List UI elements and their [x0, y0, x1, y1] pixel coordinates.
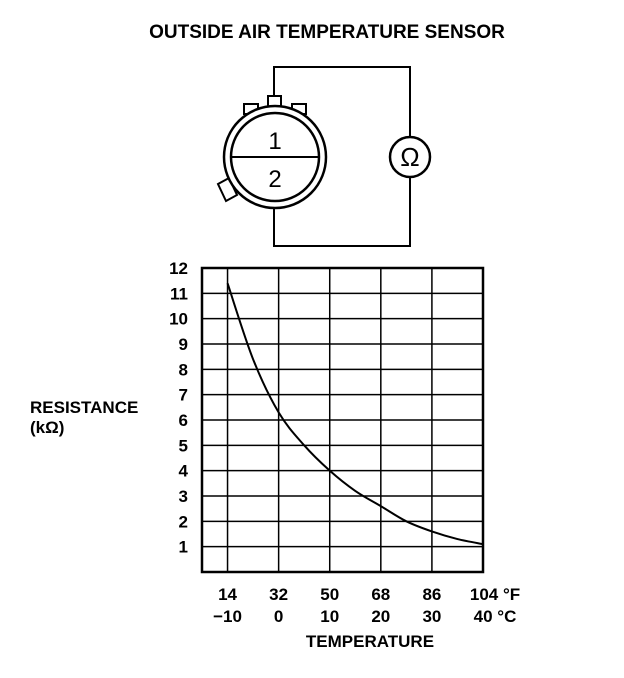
wire [273, 177, 411, 247]
y-tick-label: 12 [169, 259, 188, 278]
y-tick-label: 4 [179, 462, 189, 481]
ohm-symbol: Ω [400, 142, 419, 172]
y-tick-label: 11 [170, 284, 188, 303]
x-tick-label-celsius: 20 [371, 607, 390, 626]
x-tick-label-fahrenheit: 14 [218, 585, 237, 604]
y-tick-label: 6 [179, 411, 188, 430]
y-tick-label: 7 [179, 386, 188, 405]
terminal-1-label: 1 [268, 128, 281, 155]
x-tick-label-celsius: −10 [213, 607, 242, 626]
y-tick-label: 3 [179, 487, 188, 506]
plot-frame [200, 266, 485, 574]
y-tick-label: 5 [179, 436, 188, 455]
x-tick-label-fahrenheit: 86 [422, 585, 441, 604]
x-tick-label-fahrenheit: 68 [371, 585, 390, 604]
x-tick-label-celsius: 40 °C [474, 607, 517, 626]
terminal-2-label: 2 [268, 166, 281, 193]
ohmmeter-icon [388, 135, 432, 179]
y-tick-label: 9 [179, 335, 188, 354]
y-tick-label: 2 [179, 512, 188, 531]
y-tick-label: 8 [179, 360, 188, 379]
resistance-curve [226, 282, 484, 546]
x-tick-labels: 14 −10 32 0 50 10 68 20 86 30 104 °F 40 °C [213, 585, 520, 626]
figure-title: OUTSIDE AIR TEMPERATURE SENSOR [149, 22, 505, 43]
y-axis-label: RESISTANCE [30, 398, 138, 417]
wire [273, 66, 411, 137]
x-tick-label-celsius: 10 [320, 607, 339, 626]
y-tick-labels: 12 11 10 9 8 7 6 5 4 3 2 1 [169, 259, 188, 557]
x-tick-label-fahrenheit: 50 [320, 585, 339, 604]
circuit-diagram [216, 66, 432, 247]
x-tick-label-fahrenheit: 32 [269, 585, 288, 604]
y-tick-label: 1 [179, 538, 188, 557]
y-axis-unit: (kΩ) [30, 418, 64, 437]
chart-grid [202, 268, 483, 572]
x-tick-label-celsius: 30 [422, 607, 441, 626]
x-tick-label-fahrenheit: 104 °F [470, 585, 520, 604]
y-tick-label: 10 [169, 310, 188, 329]
x-axis-label: TEMPERATURE [306, 632, 434, 651]
x-tick-label-celsius: 0 [274, 607, 283, 626]
